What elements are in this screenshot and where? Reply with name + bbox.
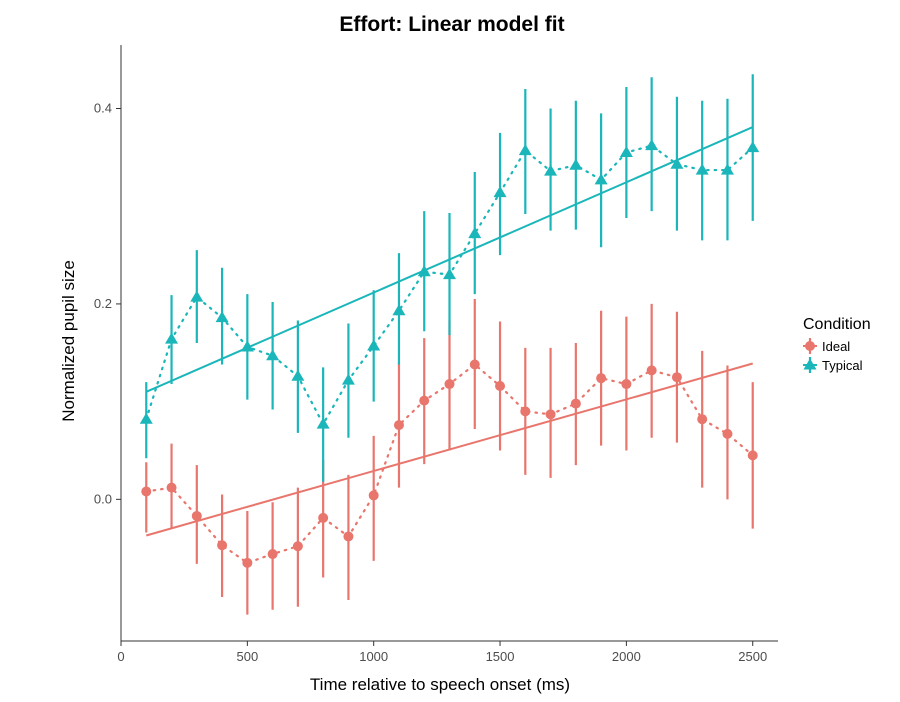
typical-point bbox=[392, 304, 406, 316]
series-ideal bbox=[141, 299, 758, 615]
typical-point bbox=[746, 141, 760, 153]
typical-point bbox=[316, 417, 330, 429]
legend-key-marker bbox=[805, 341, 815, 351]
ideal-point bbox=[419, 395, 430, 406]
legend-items: Ideal Typical bbox=[803, 338, 863, 373]
typical-point bbox=[443, 268, 456, 280]
ideal-point bbox=[267, 549, 278, 560]
typical-point bbox=[569, 158, 583, 170]
y-axis-ticks: 0.0 0.2 0.4 bbox=[94, 101, 121, 506]
typical-point bbox=[720, 163, 734, 175]
y-tick-label: 0.0 bbox=[94, 491, 112, 506]
typical-point bbox=[544, 164, 558, 176]
legend-label-ideal: Ideal bbox=[822, 339, 850, 354]
typical-point bbox=[341, 373, 355, 385]
typical-point bbox=[493, 186, 507, 198]
x-axis-ticks: 0 500 1000 1500 2000 2500 bbox=[117, 641, 767, 664]
ideal-point bbox=[621, 379, 632, 390]
x-tick-label: 0 bbox=[117, 649, 124, 664]
ideal-point bbox=[596, 373, 607, 384]
typical-point bbox=[291, 369, 305, 381]
ideal-point bbox=[191, 510, 202, 521]
x-tick-label: 500 bbox=[236, 649, 258, 664]
y-axis-title: Normalized pupil size bbox=[59, 260, 78, 422]
typical-point bbox=[190, 290, 204, 302]
ideal-point bbox=[520, 406, 531, 417]
x-tick-label: 2000 bbox=[612, 649, 641, 664]
y-tick-label: 0.2 bbox=[94, 296, 112, 311]
typical-point bbox=[165, 332, 179, 344]
ideal-point bbox=[393, 420, 404, 431]
plot-area: 0 500 1000 1500 2000 2500 0.0 0.2 0.4 bbox=[94, 45, 778, 664]
ideal-point bbox=[495, 380, 506, 391]
ideal-point bbox=[545, 409, 556, 420]
ideal-point bbox=[292, 541, 303, 552]
typical-point bbox=[367, 339, 381, 351]
ideal-point bbox=[444, 379, 455, 390]
ideal-point bbox=[141, 486, 152, 497]
legend-item-ideal: Ideal bbox=[803, 338, 850, 354]
y-tick-label: 0.4 bbox=[94, 101, 112, 116]
ideal-point bbox=[469, 359, 480, 370]
ideal-point bbox=[166, 482, 177, 493]
x-axis-title: Time relative to speech onset (ms) bbox=[310, 675, 570, 694]
legend-key-marker bbox=[803, 358, 817, 370]
ideal-point bbox=[671, 372, 682, 383]
typical-point bbox=[266, 349, 280, 361]
ideal-point bbox=[646, 365, 657, 376]
typical-point bbox=[139, 412, 153, 424]
ideal-point bbox=[722, 428, 733, 439]
ideal-point bbox=[343, 531, 354, 542]
chart-title: Effort: Linear model fit bbox=[339, 13, 564, 36]
typical-point bbox=[670, 157, 684, 169]
ideal-point bbox=[368, 490, 379, 501]
legend-item-typical: Typical bbox=[803, 357, 863, 373]
typical-point bbox=[619, 145, 633, 158]
legend: Condition Ideal Typical bbox=[803, 316, 871, 373]
series-layer bbox=[139, 74, 760, 615]
x-tick-label: 1500 bbox=[486, 649, 515, 664]
typical-point bbox=[215, 311, 229, 323]
typical-point bbox=[468, 227, 482, 239]
typical-point bbox=[645, 139, 659, 151]
series-typical bbox=[139, 74, 760, 482]
typical-point bbox=[695, 163, 709, 175]
x-tick-label: 2500 bbox=[738, 649, 767, 664]
ideal-point bbox=[318, 512, 329, 523]
x-tick-label: 1000 bbox=[359, 649, 388, 664]
ideal-point bbox=[217, 540, 228, 551]
legend-title: Condition bbox=[803, 316, 871, 333]
legend-label-typical: Typical bbox=[822, 358, 863, 373]
ideal-point bbox=[747, 450, 758, 461]
typical-point bbox=[594, 173, 608, 185]
ideal-point bbox=[697, 414, 708, 425]
typical-point bbox=[417, 265, 431, 277]
typical-point bbox=[518, 144, 532, 156]
ideal-point bbox=[570, 398, 581, 409]
ideal-point bbox=[242, 557, 253, 568]
typical-point bbox=[240, 340, 254, 352]
